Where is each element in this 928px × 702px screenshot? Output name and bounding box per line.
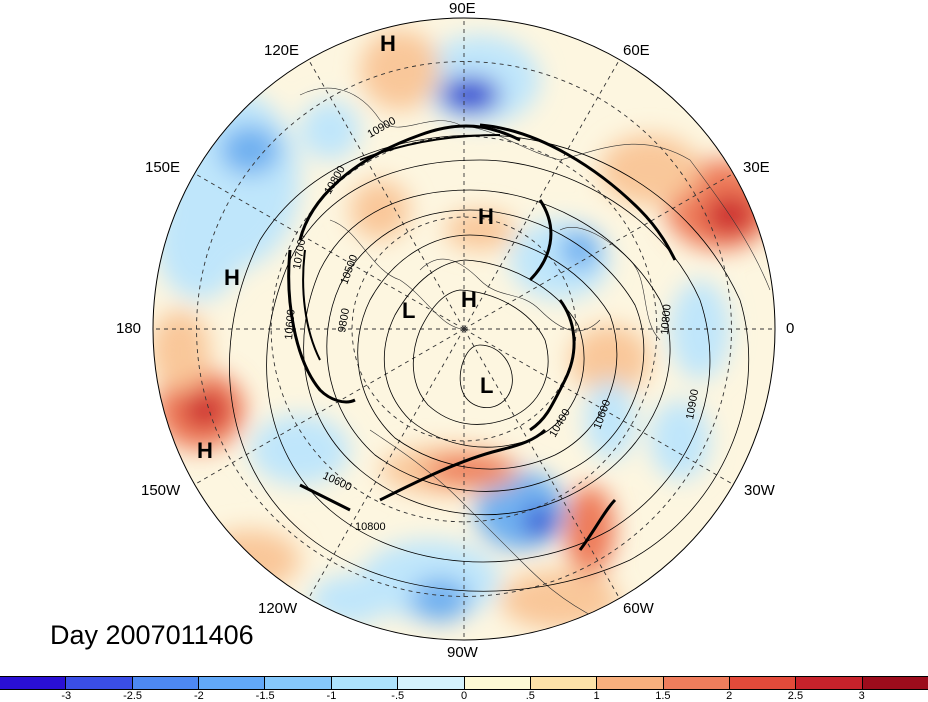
colorbar-segment bbox=[597, 677, 664, 689]
colorbar-tick-label: .5 bbox=[525, 690, 535, 702]
anomaly-patch bbox=[560, 230, 600, 270]
low-center: L bbox=[480, 373, 493, 398]
colorbar-tick-label: 0 bbox=[460, 690, 468, 702]
high-center: H bbox=[224, 265, 240, 290]
contour-label: 10700 bbox=[291, 238, 308, 270]
colorbar-tick-label: -2 bbox=[193, 690, 204, 702]
anomaly-patch bbox=[445, 210, 515, 250]
anomaly-patch bbox=[220, 125, 280, 175]
meridian-line bbox=[463, 328, 734, 485]
anomaly-patch bbox=[360, 30, 440, 110]
anomaly-patch bbox=[410, 578, 470, 622]
anomaly-patch bbox=[525, 507, 555, 537]
contour-label: 10600 bbox=[283, 309, 298, 341]
latitude-circle bbox=[196, 61, 732, 597]
high-center: H bbox=[197, 438, 213, 463]
colorbar-segment bbox=[862, 677, 928, 689]
anomaly-patch bbox=[570, 325, 650, 395]
anomaly-patch bbox=[300, 100, 360, 160]
lon-label-120e: 120E bbox=[264, 42, 300, 59]
colorbar-tick-label: -1.5 bbox=[255, 690, 275, 702]
anomaly-patch bbox=[705, 195, 755, 235]
colorbar-segment bbox=[729, 677, 797, 689]
colorbar-segment bbox=[132, 677, 200, 689]
colorbar-segment bbox=[265, 677, 332, 689]
meridian-line bbox=[194, 173, 465, 330]
meridian-line bbox=[194, 328, 465, 485]
colorbar-segment bbox=[331, 677, 399, 689]
high-center: H bbox=[478, 204, 494, 229]
colorbar-tick-label: 2 bbox=[726, 690, 733, 702]
meridian-line bbox=[463, 173, 734, 330]
anomaly-patch bbox=[200, 530, 300, 590]
colorbar-segment bbox=[398, 677, 465, 689]
colorbar-segment bbox=[0, 677, 67, 689]
lon-label-60w: 60W bbox=[623, 600, 654, 617]
colorbar-segment bbox=[66, 677, 133, 689]
anomaly-patch bbox=[585, 380, 635, 460]
lon-label-150w: 150W bbox=[141, 482, 181, 499]
low-center: L bbox=[402, 298, 415, 323]
lon-label-0: 0 bbox=[786, 320, 795, 337]
latitude-circle bbox=[270, 135, 658, 523]
colorbar-segment bbox=[663, 677, 730, 689]
grid-lines bbox=[153, 18, 775, 640]
meridian-line bbox=[463, 59, 620, 330]
colorbar-tick-label: -1 bbox=[326, 690, 337, 702]
lon-label-90e: 90E bbox=[449, 0, 476, 17]
lon-label-30e: 30E bbox=[743, 159, 770, 176]
colorbar-tick-label: -3 bbox=[61, 690, 72, 702]
colorbar-tick-label: 1.5 bbox=[655, 690, 671, 702]
colorbar-tick-label: 1 bbox=[593, 690, 600, 702]
high-center: H bbox=[461, 287, 477, 312]
map-boundary bbox=[152, 17, 776, 641]
colorbar-segment bbox=[796, 677, 863, 689]
contour-label: 10800 bbox=[355, 521, 386, 533]
lon-label-150e: 150E bbox=[145, 159, 181, 176]
colorbar bbox=[0, 676, 928, 690]
plot-title: Day 2007011406 bbox=[50, 620, 254, 650]
colorbar-segment bbox=[530, 677, 598, 689]
contour-label: 9800 bbox=[336, 307, 352, 333]
colorbar-tick-label: 3 bbox=[858, 690, 865, 702]
contour-label: 10900 bbox=[684, 388, 701, 420]
pressure-centers: H H H H H L L bbox=[197, 31, 494, 463]
latitude-circle bbox=[351, 216, 577, 442]
coastlines bbox=[299, 87, 771, 621]
meridian-line bbox=[308, 328, 465, 599]
lon-label-120w: 120W bbox=[258, 600, 298, 617]
anomaly-patch bbox=[153, 310, 210, 390]
anomaly-patch bbox=[155, 180, 245, 300]
lon-label-180: 180 bbox=[116, 320, 142, 337]
lon-label-90w: 90W bbox=[447, 644, 478, 661]
contour-label: 10800 bbox=[659, 304, 674, 336]
colorbar-segment bbox=[464, 677, 531, 689]
anomaly-patch bbox=[183, 392, 227, 428]
colorbar-tick-label: -.5 bbox=[391, 690, 405, 702]
geopotential-contours bbox=[229, 123, 750, 592]
anomaly-patch bbox=[650, 400, 710, 480]
colorbar-segment bbox=[199, 677, 266, 689]
anomaly-patch bbox=[670, 280, 730, 380]
lon-label-60e: 60E bbox=[623, 42, 650, 59]
anomaly-patch bbox=[425, 455, 515, 485]
meridian-line bbox=[308, 59, 465, 330]
colorbar-tick-label: 2.5 bbox=[787, 690, 804, 702]
high-center: H bbox=[380, 31, 396, 56]
lon-label-30w: 30W bbox=[744, 482, 775, 499]
anomaly-patch bbox=[565, 485, 615, 575]
anomaly-patch bbox=[350, 180, 410, 240]
colorbar-tick-label: -2.5 bbox=[123, 690, 143, 702]
meridian-line bbox=[463, 328, 620, 599]
anomaly-patch bbox=[250, 415, 350, 485]
anomaly-patch bbox=[440, 77, 500, 113]
